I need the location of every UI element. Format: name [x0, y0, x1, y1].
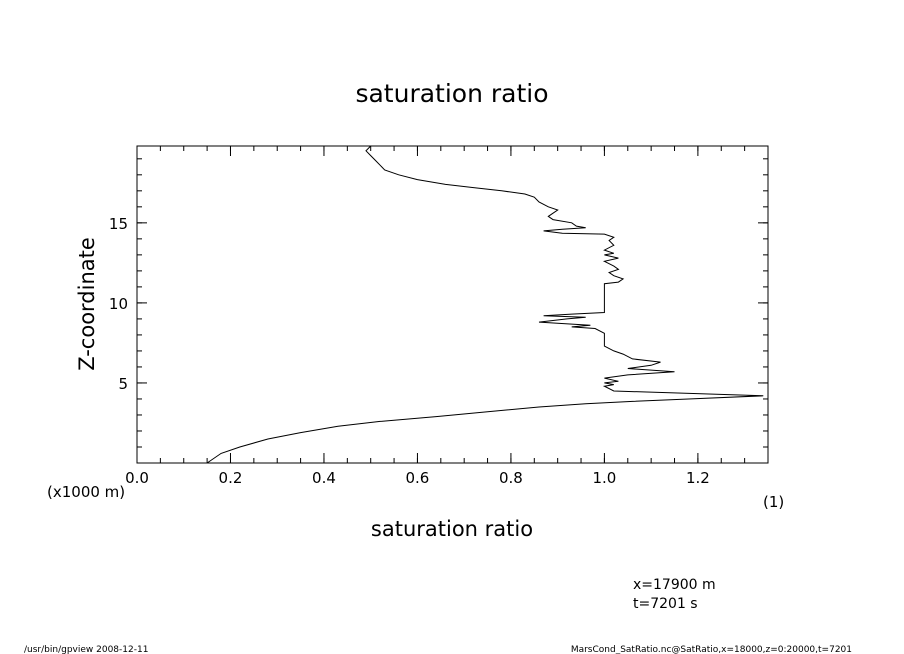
x-tick-label: 0.6 [406, 469, 430, 487]
chart-title: saturation ratio [355, 79, 548, 108]
y-tick-label: 10 [109, 295, 128, 313]
x-axis-label: saturation ratio [371, 517, 533, 541]
y-tick-label: 15 [109, 215, 128, 233]
plot-frame [136, 145, 769, 464]
series-line [206, 145, 764, 464]
footer-left: /usr/bin/gpview 2008-12-11 [24, 645, 148, 654]
y-axis-ticks: 5 10 15 [109, 158, 768, 448]
x-tick-label: 1.2 [686, 469, 710, 487]
x-tick-label: 0.8 [499, 469, 523, 487]
y-axis-unit: (x1000 m) [47, 483, 125, 501]
footer-right: MarsCond_SatRatio.nc@SatRatio,x=18000,z=… [571, 645, 852, 654]
x-position-annotation: x=17900 m [633, 577, 716, 593]
x-tick-label: 0.0 [125, 469, 149, 487]
x-tick-label: 0.2 [219, 469, 243, 487]
plot-area: 0.0 0.2 0.4 0.6 0.8 1.0 1.2 5 10 15 [109, 145, 769, 487]
x-tick-label: 0.4 [312, 469, 336, 487]
y-axis-label: Z-coordinate [75, 237, 99, 371]
x-axis-ticks: 0.0 0.2 0.4 0.6 0.8 1.0 1.2 [125, 146, 769, 487]
time-annotation: t=7201 s [633, 596, 698, 612]
x-tick-label: 1.0 [592, 469, 616, 487]
x-axis-unit: (1) [763, 493, 784, 511]
y-tick-label: 5 [118, 375, 128, 393]
